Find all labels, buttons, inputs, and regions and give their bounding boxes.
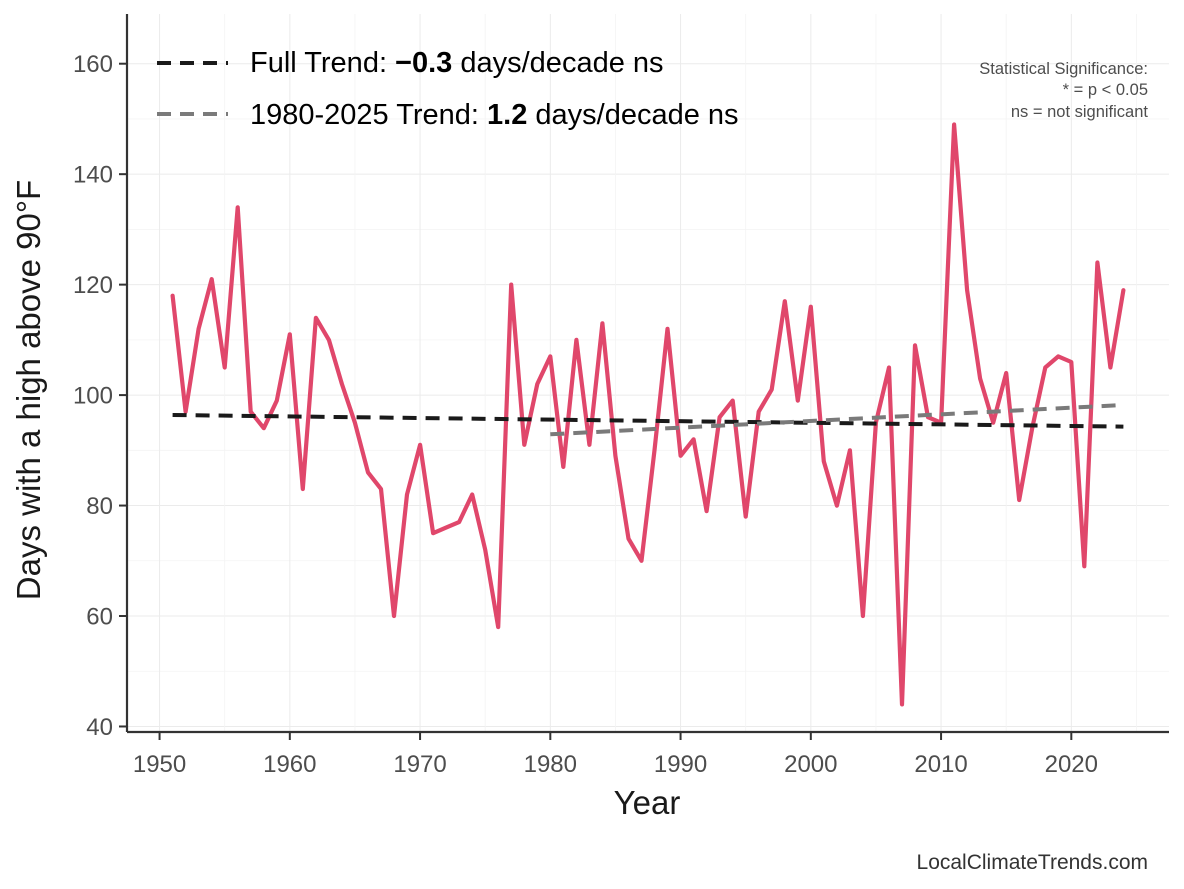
x-tick-label: 1990 xyxy=(654,751,707,778)
legend-label-full-trend: Full Trend: −0.3 days/decade ns xyxy=(250,47,664,79)
y-tick-label: 140 xyxy=(73,162,113,189)
x-tick-label: 1950 xyxy=(133,751,186,778)
y-tick-label: 160 xyxy=(73,51,113,78)
legend-label-recent-trend: 1980-2025 Trend: 1.2 days/decade ns xyxy=(250,99,739,131)
full-trend-line xyxy=(172,413,1124,429)
significance-ns: ns = not significant xyxy=(1011,103,1149,121)
x-tick-label: 1970 xyxy=(393,751,446,778)
significance-star: * = p < 0.05 xyxy=(1063,81,1148,99)
tick-labels: 40 60 80 100 120 140 160 1950 1960 1970 1980 1990 20… xyxy=(73,51,1098,778)
x-tick-label: 1960 xyxy=(263,751,316,778)
source-credit: LocalClimateTrends.com xyxy=(917,851,1148,874)
significance-note: Statistical Significance: * = p < 0.05 n… xyxy=(979,60,1148,121)
y-tick-label: 120 xyxy=(73,272,113,299)
hot-days-series-line xyxy=(170,122,1126,707)
x-tick-label: 1980 xyxy=(524,751,577,778)
x-tick-label: 2010 xyxy=(914,751,967,778)
y-tick-label: 60 xyxy=(86,604,113,631)
y-axis-title: Days with a high above 90°F xyxy=(10,180,47,600)
y-tick-label: 100 xyxy=(73,383,113,410)
recent-trend-line xyxy=(550,403,1124,437)
x-tick-label: 2000 xyxy=(784,751,837,778)
x-axis-title: Year xyxy=(614,784,681,821)
x-tick-label: 2020 xyxy=(1045,751,1098,778)
y-tick-label: 40 xyxy=(86,714,113,741)
y-tick-label: 80 xyxy=(86,493,113,520)
significance-title: Statistical Significance: xyxy=(979,60,1148,78)
axes xyxy=(119,14,1169,740)
series-layer xyxy=(170,122,1126,707)
legend: Full Trend: −0.3 days/decade ns 1980-202… xyxy=(157,47,739,131)
